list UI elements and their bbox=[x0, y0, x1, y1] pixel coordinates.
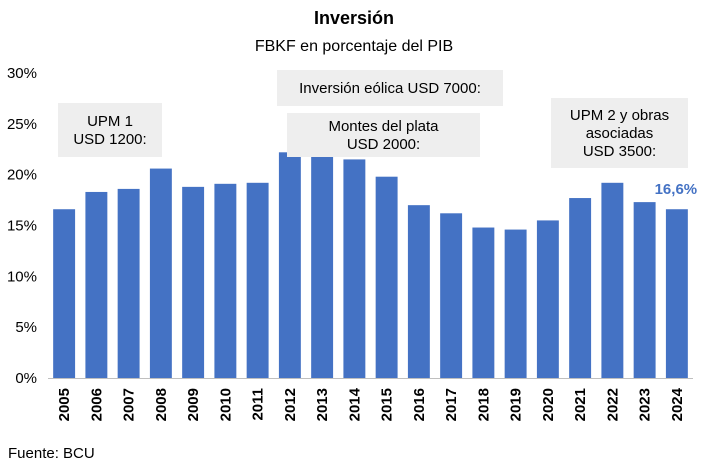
chart-subtitle: FBKF en porcentaje del PIB bbox=[255, 38, 453, 55]
annotation-line: Montes del plata bbox=[328, 118, 439, 135]
bar-2010 bbox=[214, 183, 237, 378]
bar-2018 bbox=[472, 227, 495, 378]
annotation-line: Inversión eólica USD 7000: bbox=[299, 80, 481, 97]
x-axis: 2005 2006 2007 2008 2009 2010 2011 2012 2013 2014… bbox=[48, 378, 693, 421]
bar-2011 bbox=[246, 182, 269, 378]
bar-2005 bbox=[53, 209, 76, 378]
x-tick-label: 2011 bbox=[250, 388, 267, 421]
x-tick-label: 2016 bbox=[411, 388, 428, 421]
annotation-2: Inversión eólica USD 7000: bbox=[277, 70, 503, 106]
bar-2009 bbox=[182, 186, 205, 378]
x-tick-label: 2010 bbox=[217, 388, 234, 421]
annotation-box bbox=[277, 70, 503, 106]
x-tick-label: 2018 bbox=[475, 388, 492, 421]
y-tick-label: 10% bbox=[7, 268, 37, 285]
x-tick-label: 2022 bbox=[604, 388, 621, 421]
x-tick-label: 2008 bbox=[153, 388, 170, 421]
y-tick-label: 25% bbox=[7, 116, 37, 133]
x-tick-label: 2023 bbox=[637, 388, 654, 421]
bars bbox=[53, 152, 688, 378]
bar-2006 bbox=[85, 191, 108, 378]
bar-2012 bbox=[278, 152, 301, 378]
annotation-line: USD 2000: bbox=[347, 136, 420, 153]
bar-2021 bbox=[569, 198, 592, 378]
x-tick-label: 2014 bbox=[346, 387, 363, 421]
y-tick-label: 20% bbox=[7, 167, 37, 184]
y-tick-label: 0% bbox=[15, 370, 37, 387]
x-tick-label: 2020 bbox=[540, 388, 557, 421]
last-value-label: 16,6% bbox=[655, 181, 698, 198]
bar-2007 bbox=[117, 188, 140, 378]
bar-2024 bbox=[665, 209, 688, 378]
chart-title: Inversión bbox=[314, 8, 394, 28]
x-tick-label: 2015 bbox=[379, 388, 396, 421]
annotation-box bbox=[551, 98, 688, 168]
source-note: Fuente: BCU bbox=[8, 445, 95, 462]
annotation-box bbox=[287, 113, 480, 157]
x-tick-label: 2019 bbox=[508, 388, 525, 421]
y-tick-label: 5% bbox=[15, 319, 37, 336]
x-tick-label: 2017 bbox=[443, 388, 460, 421]
bar-2022 bbox=[601, 182, 624, 378]
y-axis: 0% 5% 10% 15% 20% 25% 30% bbox=[7, 65, 37, 387]
bar-2016 bbox=[407, 205, 430, 378]
x-tick-label: 2006 bbox=[88, 388, 105, 421]
bar-2015 bbox=[375, 176, 398, 378]
bar-2013 bbox=[311, 155, 334, 378]
x-tick-label: 2009 bbox=[185, 388, 202, 421]
annotation-box bbox=[58, 103, 162, 157]
annotation-line: asociadas bbox=[586, 125, 654, 142]
bar-2020 bbox=[536, 220, 559, 378]
annotation-line: UPM 1 bbox=[87, 113, 133, 130]
bar-2008 bbox=[149, 168, 172, 378]
annotation-line: USD 3500: bbox=[583, 143, 656, 160]
bar-2017 bbox=[440, 213, 463, 378]
annotation-line: USD 1200: bbox=[73, 131, 146, 148]
x-tick-label: 2012 bbox=[282, 388, 299, 421]
x-tick-label: 2007 bbox=[121, 388, 138, 421]
x-tick-label: 2005 bbox=[56, 388, 73, 421]
x-tick-label: 2024 bbox=[669, 387, 686, 421]
bar-2023 bbox=[633, 202, 656, 378]
annotation-line: UPM 2 y obras bbox=[570, 107, 669, 124]
bar-2019 bbox=[504, 229, 527, 378]
bar-2014 bbox=[343, 159, 366, 378]
y-tick-label: 15% bbox=[7, 218, 37, 235]
x-tick-label: 2021 bbox=[572, 388, 589, 421]
x-tick-label: 2013 bbox=[314, 388, 331, 421]
y-tick-label: 30% bbox=[7, 65, 37, 82]
